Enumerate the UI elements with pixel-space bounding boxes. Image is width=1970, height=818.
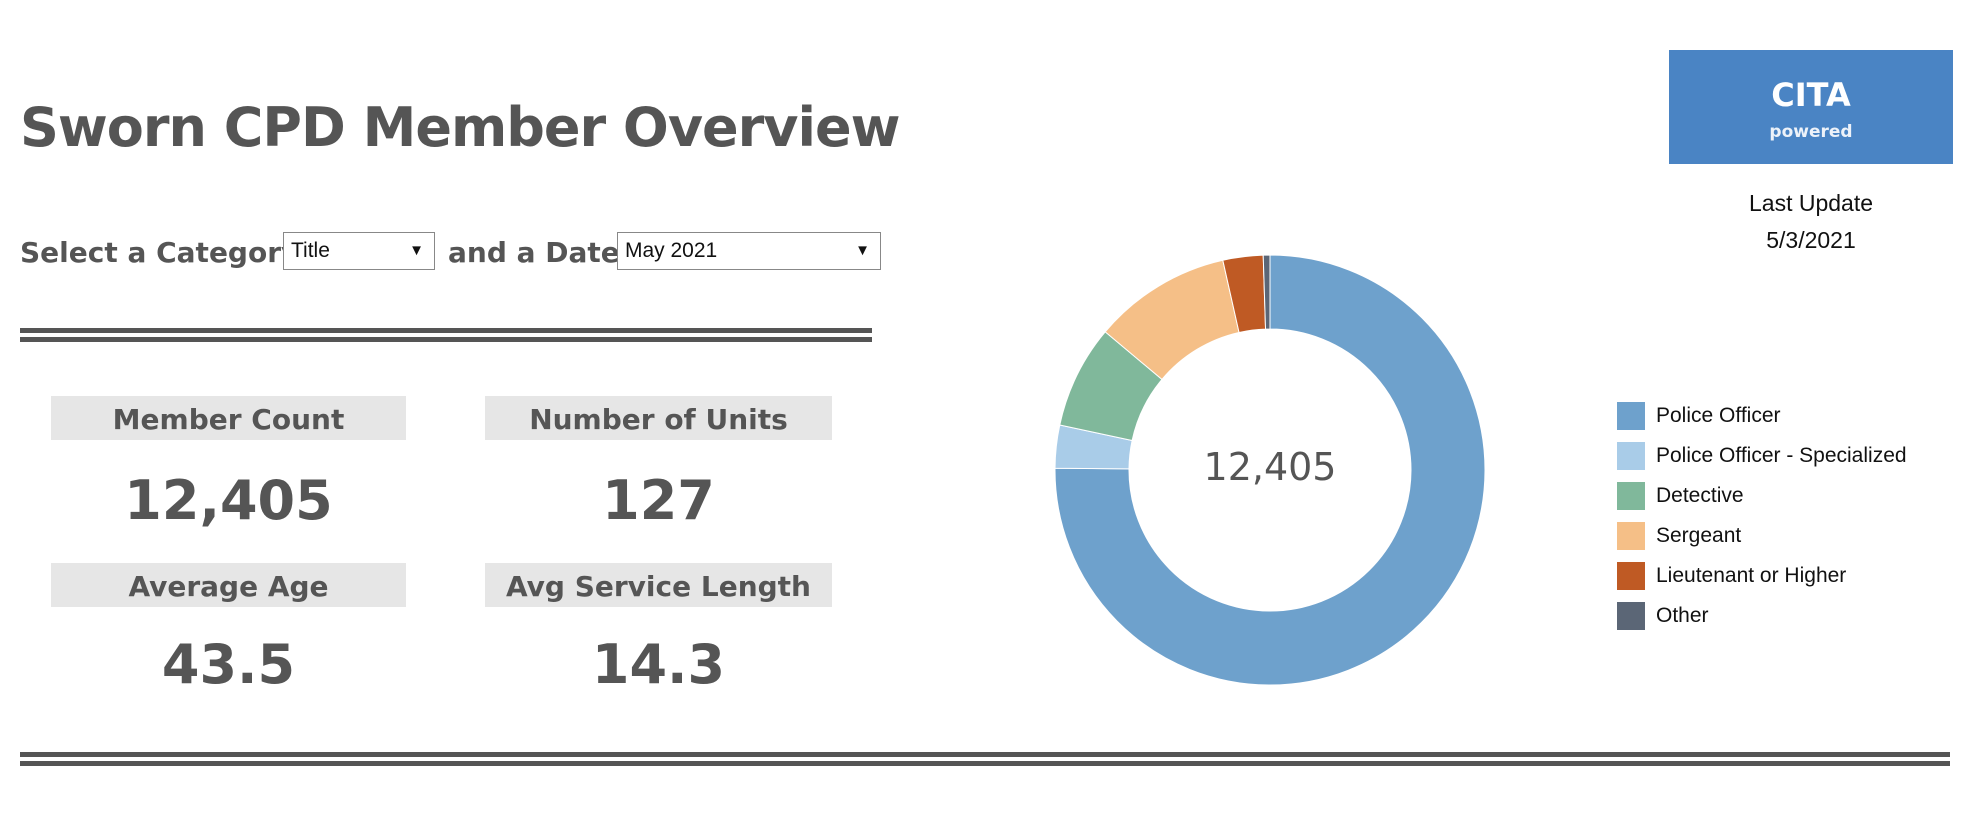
date-select-value: May 2021 xyxy=(625,239,718,262)
kpi-value-number-of-units: 127 xyxy=(602,469,715,532)
date-label: and a Date: xyxy=(448,236,631,269)
donut-center-total: 12,405 xyxy=(1203,445,1337,489)
kpi-header-member-count: Member Count xyxy=(51,396,406,440)
kpi-header-number-of-units: Number of Units xyxy=(485,396,832,440)
chevron-down-icon: ▼ xyxy=(409,242,424,259)
donut-chart: 12,405 xyxy=(1050,250,1490,690)
date-select[interactable]: May 2021 ▼ xyxy=(617,232,881,270)
category-select[interactable]: Title ▼ xyxy=(283,232,435,270)
page-title: Sworn CPD Member Overview xyxy=(20,96,900,159)
category-select-value: Title xyxy=(291,239,330,262)
logo-sub-text: powered xyxy=(1769,122,1853,142)
legend-swatch xyxy=(1617,522,1645,550)
donut-slice-other[interactable] xyxy=(1262,254,1271,330)
section-divider-top xyxy=(20,328,872,342)
logo-main-text: CITA xyxy=(1771,76,1851,114)
legend-label: Sergeant xyxy=(1656,524,1742,547)
legend-swatch xyxy=(1617,562,1645,590)
cita-logo: CITA powered xyxy=(1669,50,1953,164)
category-label: Select a Category: xyxy=(20,236,311,269)
kpi-value-avg-service-length: 14.3 xyxy=(591,633,726,696)
kpi-header-average-age: Average Age xyxy=(51,563,406,607)
legend-label: Other xyxy=(1656,604,1709,627)
legend-swatch xyxy=(1617,602,1645,630)
legend-swatch xyxy=(1617,442,1645,470)
kpi-value-average-age: 43.5 xyxy=(161,633,296,696)
last-update-label: Last Update xyxy=(1748,190,1874,216)
legend-swatch xyxy=(1617,482,1645,510)
legend-label: Police Officer - Specialized xyxy=(1656,444,1907,467)
legend-label: Detective xyxy=(1656,484,1744,507)
kpi-header-avg-service-length: Avg Service Length xyxy=(485,563,832,607)
chevron-down-icon: ▼ xyxy=(855,242,870,259)
last-update-date: 5/3/2021 xyxy=(1766,227,1856,253)
legend-swatch xyxy=(1617,402,1645,430)
legend-label: Lieutenant or Higher xyxy=(1656,564,1847,587)
donut-chart-svg xyxy=(1054,254,1486,686)
section-divider-bottom xyxy=(20,752,1950,766)
legend-label: Police Officer xyxy=(1656,404,1781,427)
donut-slice-police-officer[interactable] xyxy=(1054,254,1486,686)
kpi-value-member-count: 12,405 xyxy=(124,469,333,532)
